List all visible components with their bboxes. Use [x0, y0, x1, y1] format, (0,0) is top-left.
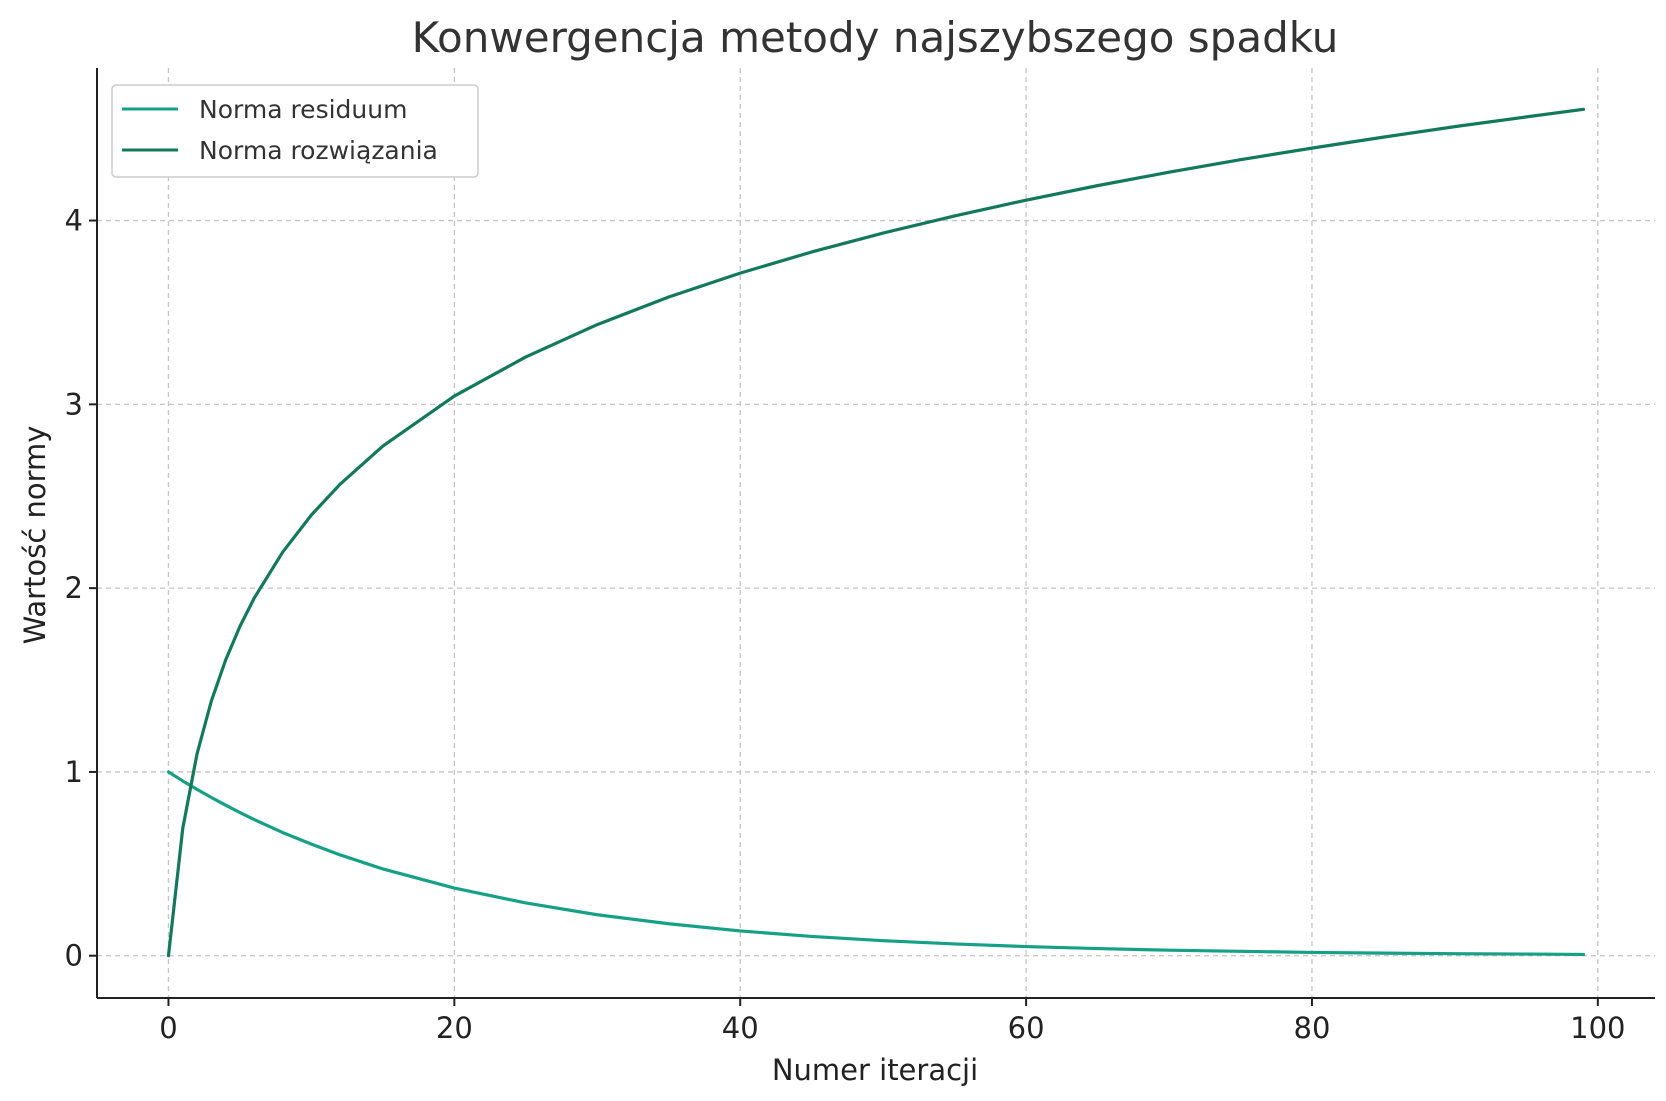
axes	[89, 68, 1655, 1006]
legend-label-residuum: Norma residuum	[199, 95, 407, 124]
x-axis-label: Numer iteracji	[772, 1053, 978, 1087]
y-tick-label: 1	[65, 755, 83, 789]
y-axis-label: Wartość normy	[18, 426, 52, 645]
legend-box	[111, 84, 479, 178]
series-line-residuum	[166, 770, 1586, 957]
legend: Norma residuum Norma rozwiązania	[111, 84, 479, 178]
series-line-rozwiazania	[166, 107, 1586, 958]
x-tick-label: 100	[1570, 1011, 1625, 1045]
legend-label-rozwiazania: Norma rozwiązania	[199, 136, 438, 165]
x-tick-label: 40	[722, 1011, 759, 1045]
x-tick-label: 0	[159, 1011, 177, 1045]
y-tick-label: 2	[65, 571, 83, 605]
y-tick-label: 3	[65, 387, 83, 421]
y-tick-label: 4	[65, 204, 83, 238]
x-tick-label: 60	[1008, 1011, 1045, 1045]
y-tick-label: 0	[65, 939, 83, 973]
chart-title: Konwergencja metody najszybszego spadku	[412, 13, 1339, 62]
tick-labels: 0 20 40 60 80 100 0 1 2 3 4	[65, 204, 1626, 1045]
series-layer	[166, 107, 1586, 958]
x-tick-label: 20	[436, 1011, 473, 1045]
x-tick-label: 80	[1294, 1011, 1331, 1045]
grid	[97, 68, 1655, 998]
